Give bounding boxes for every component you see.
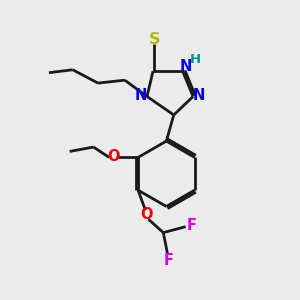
- Text: F: F: [163, 254, 173, 268]
- Text: N: N: [135, 88, 147, 103]
- Text: H: H: [190, 53, 201, 66]
- Text: N: N: [193, 88, 205, 103]
- Text: O: O: [140, 207, 152, 222]
- Text: S: S: [149, 32, 160, 46]
- Text: N: N: [179, 59, 192, 74]
- Text: F: F: [187, 218, 196, 233]
- Text: O: O: [107, 149, 120, 164]
